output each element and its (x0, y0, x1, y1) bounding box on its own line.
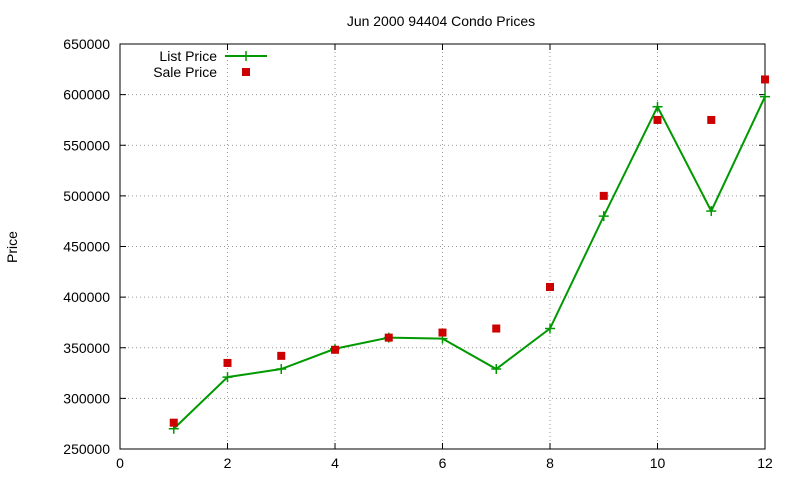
list-price-line (173, 96, 766, 430)
y-tick-label: 450000 (63, 239, 110, 255)
y-axis-label: Price (4, 231, 20, 263)
x-tick-label: 12 (757, 455, 773, 471)
x-tick-label: 8 (546, 455, 554, 471)
list-price-point (598, 211, 609, 222)
sale-price-point (492, 324, 501, 333)
y-tick-label: 250000 (63, 441, 110, 457)
series-sale-price (169, 75, 769, 427)
sale-price-point (277, 351, 286, 360)
x-tick-labels: 0 2 4 6 8 10 12 (116, 455, 773, 471)
legend-plus-swatch (241, 51, 251, 61)
sale-price-point (761, 75, 769, 84)
sale-price-point (384, 333, 393, 342)
sale-price-point (599, 191, 608, 200)
sale-price-point (707, 115, 716, 124)
series-layer (168, 75, 770, 434)
sale-price-point (546, 283, 554, 291)
list-price-point (760, 91, 770, 102)
sale-price-point (653, 115, 662, 124)
list-price-point (706, 206, 717, 217)
legend-square-swatch (242, 68, 250, 76)
list-price-point (545, 323, 555, 334)
x-tick-label: 6 (439, 455, 447, 471)
chart-title: Jun 2000 94404 Condo Prices (347, 13, 535, 29)
x-tick-label: 10 (650, 455, 666, 471)
list-price-point (222, 372, 233, 383)
sale-price-point (331, 345, 339, 354)
y-tick-label: 650000 (63, 36, 110, 52)
y-tick-label: 300000 (63, 390, 110, 406)
y-tick-label: 350000 (63, 340, 110, 356)
list-price-point (491, 364, 502, 375)
axis-ticks (119, 43, 766, 450)
y-tick-label: 600000 (63, 87, 110, 103)
sale-price-point (223, 358, 232, 367)
legend-label: Sale Price (153, 64, 217, 80)
y-tick-labels: 250000 300000 350000 400000 450000 500000 5500… (63, 36, 110, 457)
x-tick-label: 2 (224, 455, 232, 471)
y-tick-label: 550000 (63, 137, 110, 153)
sale-price-point (169, 418, 178, 427)
x-tick-label: 0 (116, 455, 124, 471)
y-tick-label: 500000 (63, 188, 110, 204)
list-price-point (652, 101, 663, 112)
sale-price-point (438, 328, 447, 337)
list-price-point (276, 364, 287, 375)
series-list-price (168, 91, 770, 434)
legend-label: List Price (159, 48, 217, 64)
x-tick-label: 4 (331, 455, 339, 471)
y-tick-label: 400000 (63, 289, 110, 305)
